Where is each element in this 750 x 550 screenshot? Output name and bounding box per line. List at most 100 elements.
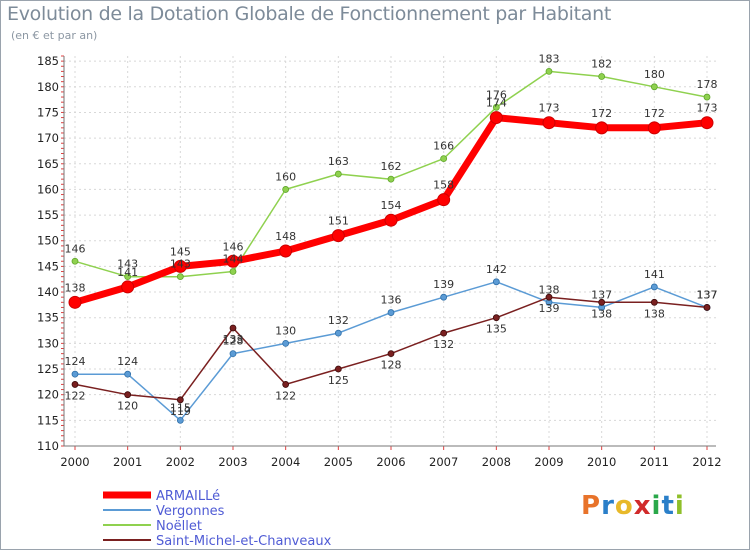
data-point	[229, 268, 237, 275]
data-label: 143	[117, 258, 138, 271]
data-label: 151	[328, 215, 349, 228]
data-label: 160	[275, 170, 296, 183]
x-tick-label: 2007	[429, 455, 458, 469]
data-label: 139	[539, 302, 560, 315]
chart-title: Evolution de la Dotation Globale de Fonc…	[7, 3, 612, 25]
data-point	[226, 254, 240, 268]
y-tick-label: 160	[37, 182, 59, 196]
y-tick-label: 120	[37, 388, 59, 402]
y-tick-label: 140	[37, 285, 59, 299]
data-label: 163	[328, 155, 349, 168]
data-label: 142	[486, 263, 507, 276]
x-tick-label: 2001	[113, 455, 142, 469]
data-label: 173	[539, 102, 560, 115]
data-point	[71, 257, 79, 265]
x-tick-label: 2008	[482, 455, 511, 469]
data-point	[437, 193, 451, 207]
data-label: 144	[223, 253, 244, 266]
legend-label-3: Saint-Michel-et-Chanveaux	[156, 534, 332, 549]
data-point	[542, 116, 556, 130]
series-lines	[68, 67, 714, 424]
legend-label-2: Noëllet	[156, 519, 202, 534]
data-point	[700, 116, 714, 130]
data-point	[647, 121, 661, 135]
data-label: 182	[591, 58, 612, 71]
data-label: 162	[381, 160, 402, 173]
y-tick-label: 155	[37, 208, 59, 222]
data-label: 132	[328, 314, 349, 327]
data-label: 122	[65, 389, 86, 402]
data-label: 174	[486, 97, 507, 110]
data-point	[650, 283, 658, 291]
x-tick-label: 2012	[692, 455, 721, 469]
y-tick-label: 135	[37, 311, 59, 325]
data-point	[387, 309, 395, 316]
y-tick-label: 145	[37, 259, 59, 273]
data-point	[334, 365, 342, 373]
data-point	[384, 213, 398, 227]
data-point	[545, 293, 553, 301]
data-point	[440, 293, 448, 301]
y-tick-label: 180	[37, 80, 59, 94]
x-tick-label: 2000	[60, 455, 89, 469]
data-point	[598, 298, 606, 306]
x-tick-label: 2009	[534, 455, 563, 469]
y-tick-label: 165	[37, 157, 59, 171]
y-tick-label: 150	[37, 234, 59, 248]
data-label: 183	[539, 52, 560, 65]
data-label: 120	[117, 400, 138, 413]
data-label: 145	[170, 245, 191, 258]
data-label: 138	[644, 307, 665, 320]
data-label: 146	[223, 240, 244, 253]
x-tick-label: 2006	[376, 455, 405, 469]
plot-area	[64, 56, 716, 446]
data-point	[492, 278, 500, 286]
x-tick-label: 2011	[640, 455, 669, 469]
data-label: 141	[644, 268, 665, 281]
data-label: 138	[591, 307, 612, 320]
data-point	[282, 186, 290, 193]
data-point	[282, 339, 290, 347]
data-label: 124	[117, 355, 138, 368]
y-tick-label: 185	[37, 54, 59, 68]
y-tick-label: 110	[37, 439, 59, 453]
data-point	[331, 229, 345, 243]
data-point	[595, 121, 609, 135]
grid-lines	[64, 56, 716, 447]
data-label: 135	[486, 323, 507, 336]
data-point	[334, 329, 342, 337]
data-label: 122	[275, 389, 296, 402]
data-point	[124, 391, 132, 399]
data-point	[71, 370, 79, 378]
logo-letter: o	[614, 491, 634, 521]
data-point	[176, 396, 184, 404]
data-point	[279, 244, 293, 258]
logo-letter: r	[601, 491, 615, 521]
data-label: 158	[433, 179, 454, 192]
data-label: 128	[381, 359, 402, 372]
data-point	[173, 259, 187, 273]
data-point	[650, 83, 658, 91]
data-point	[176, 416, 184, 424]
data-point	[492, 103, 500, 111]
data-label: 128	[223, 335, 244, 348]
data-label: 172	[591, 107, 612, 120]
data-point	[68, 295, 82, 309]
data-point	[387, 350, 395, 358]
data-point	[440, 155, 448, 163]
data-point	[489, 111, 503, 125]
data-label: 146	[65, 242, 86, 255]
x-tick-label: 2005	[324, 455, 353, 469]
data-labels: 146 143 143 144 160 163 162 166 176 183 182 180 178 1…	[65, 52, 718, 417]
data-point	[229, 350, 237, 358]
data-label: 133	[223, 333, 244, 346]
data-label: 154	[381, 199, 402, 212]
data-label: 139	[433, 278, 454, 291]
data-point	[176, 273, 184, 281]
x-tick-label: 2004	[271, 455, 300, 469]
data-point	[492, 314, 500, 322]
data-label: 124	[65, 355, 86, 368]
data-label: 173	[697, 102, 718, 115]
data-point	[703, 93, 711, 101]
